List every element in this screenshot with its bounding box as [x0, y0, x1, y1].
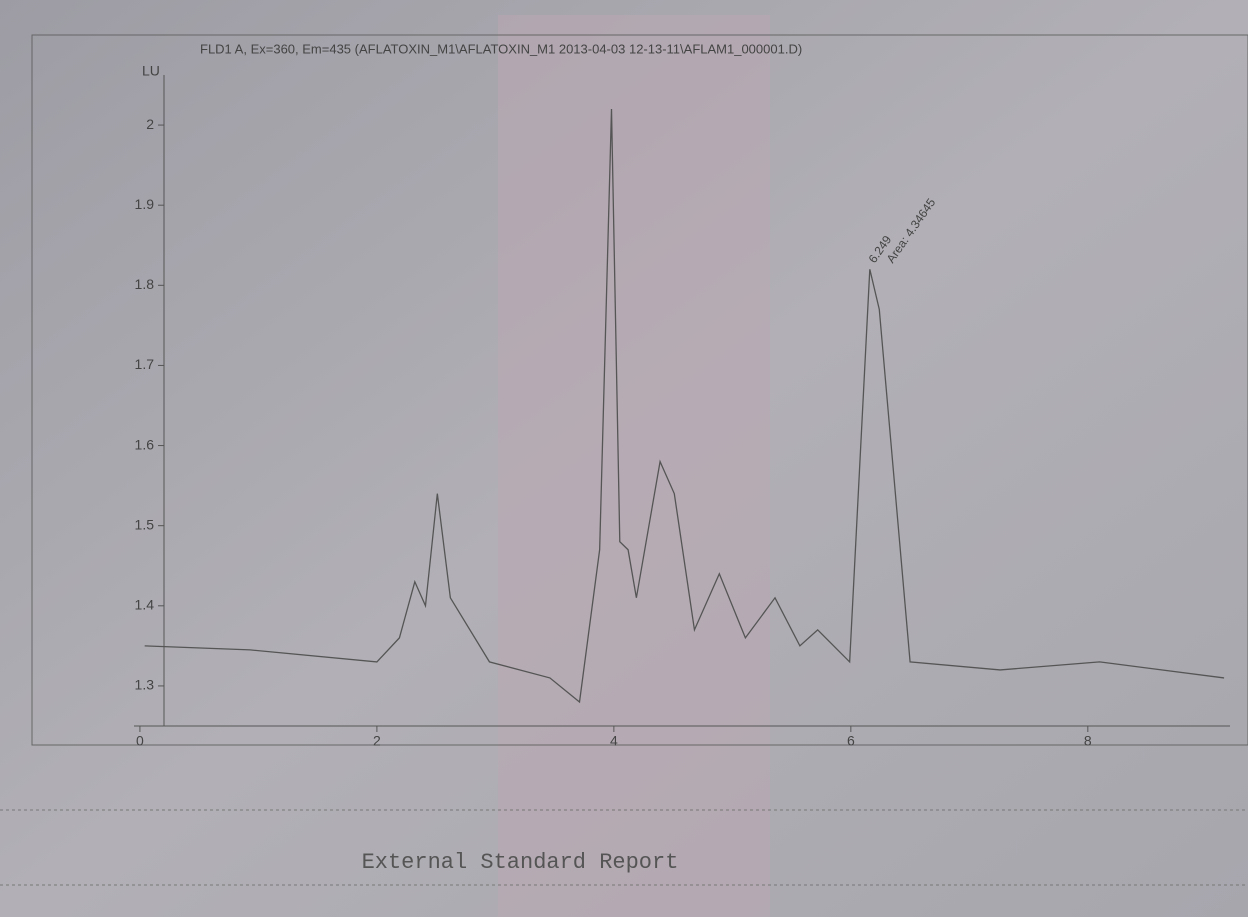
page: FLD1 A, Ex=360, Em=435 (AFLATOXIN_M1\AFL… [0, 0, 1248, 917]
x-tick-label: 8 [1084, 733, 1092, 749]
y-tick-label: 1.4 [135, 597, 155, 613]
y-tick-label: 1.5 [135, 516, 155, 532]
chart-title: FLD1 A, Ex=360, Em=435 (AFLATOXIN_M1\AFL… [200, 41, 802, 56]
x-tick-label: 2 [373, 733, 381, 749]
x-tick-label: 6 [847, 733, 855, 749]
y-tick-label: 1.8 [135, 276, 155, 292]
y-tick-label: 1.6 [135, 436, 155, 452]
x-tick-label: 0 [136, 733, 144, 749]
paper-strip [498, 15, 770, 917]
y-tick-label: 1.7 [135, 356, 155, 372]
x-tick-label: 4 [610, 733, 618, 749]
report-title: External Standard Report [362, 850, 679, 875]
y-tick-label: 1.9 [135, 196, 155, 212]
y-axis-label: LU [142, 63, 160, 79]
chart: FLD1 A, Ex=360, Em=435 (AFLATOXIN_M1\AFL… [0, 0, 1248, 917]
y-tick-label: 2 [146, 116, 154, 132]
y-tick-label: 1.3 [135, 677, 155, 693]
